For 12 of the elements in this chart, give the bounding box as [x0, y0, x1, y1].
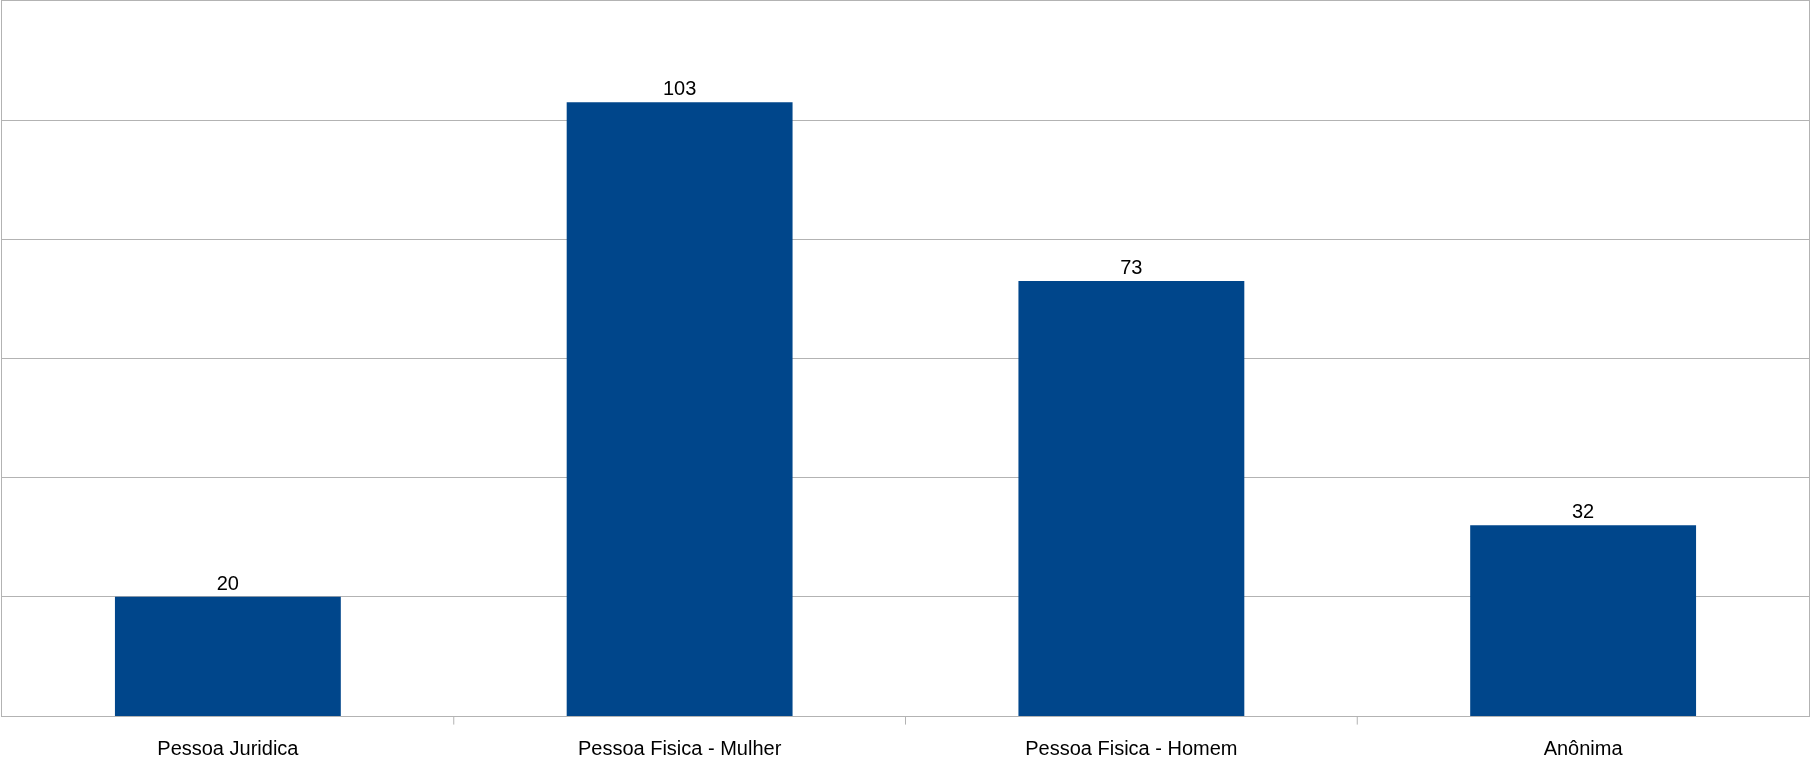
bar: [1470, 525, 1697, 716]
data-label: 32: [1572, 500, 1595, 523]
bar: [114, 596, 341, 716]
x-tick-label: Pessoa Fisica - Homem: [1025, 737, 1238, 759]
x-tick-label: Pessoa Juridica: [157, 737, 300, 759]
data-label: 73: [1120, 256, 1143, 279]
x-tick-label: Pessoa Fisica - Mulher: [577, 737, 782, 759]
bar: [1018, 281, 1245, 716]
bar: [566, 102, 793, 716]
x-tick-label: Anônima: [1543, 737, 1624, 759]
data-label: 103: [662, 77, 697, 100]
data-label: 20: [216, 571, 239, 594]
